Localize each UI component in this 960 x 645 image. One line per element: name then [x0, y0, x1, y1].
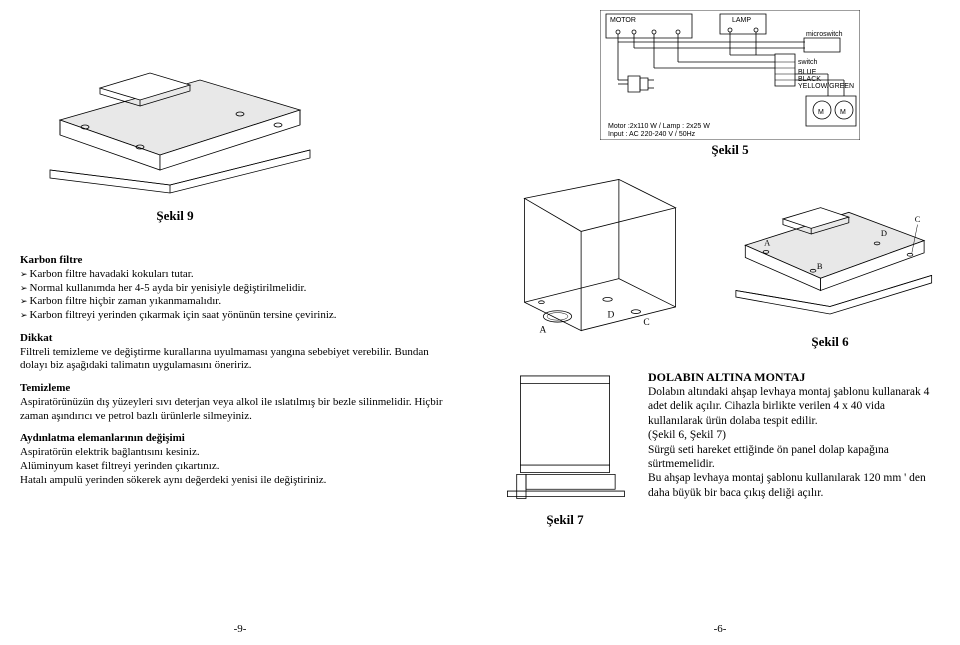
lamp-label: LAMP [732, 17, 751, 24]
figure-9-drawing [30, 30, 320, 200]
hood-iso-drawing: A B D C [720, 170, 940, 330]
figure-6-caption: Şekil 6 [720, 334, 940, 350]
wire-blue: BLUE [798, 69, 817, 76]
switch-label: switch [798, 59, 818, 66]
pt-b: B [817, 261, 823, 271]
aydin-line: Aspiratörün elektrik bağlantısını kesini… [20, 446, 450, 460]
carbon-item: Karbon filtre havadaki kokuları tutar. [20, 268, 450, 282]
temizleme-body: Aspiratörünüzün dış yüzeyleri sıvı deter… [20, 396, 450, 424]
dikkat-body: Filtreli temizleme ve değiştirme kuralla… [20, 346, 450, 374]
figures-row: A D C A B D C Şe [500, 170, 940, 350]
figure-9: Şekil 9 [30, 30, 320, 224]
pt-c: C [915, 214, 921, 224]
wire-yg: YELLOW/GREEN [798, 83, 854, 90]
motor-label: MOTOR [610, 17, 636, 24]
aydin-line: Hatalı ampulü yerinden sökerek aynı değe… [20, 474, 450, 488]
aydin-title: Aydınlatma elemanlarının değişimi [20, 432, 450, 446]
cabinet-point-C: C [643, 318, 649, 328]
left-text-block: Karbon filtre Karbon filtre havadaki kok… [20, 254, 450, 487]
page-number-right: -6- [480, 623, 960, 635]
figure-7: Şekil 7 [500, 370, 630, 528]
m-symbol: M [840, 109, 846, 116]
wiring-diagram: MOTOR LAMP microswitch switch [600, 10, 860, 158]
figure-6-left: A D C [500, 170, 700, 350]
pt-d: D [881, 228, 887, 238]
cabinet-drawing-left: A D C [500, 170, 700, 340]
wire-black: BLACK [798, 76, 821, 83]
page-right: MOTOR LAMP microswitch switch [480, 0, 960, 645]
dikkat-title: Dikkat [20, 332, 450, 346]
install-line: (Şekil 6, Şekil 7) [648, 428, 940, 442]
aydin-line: Alüminyum kaset filtreyi yerinden çıkart… [20, 460, 450, 474]
figure-6-right: A B D C Şekil 6 [720, 170, 940, 350]
carbon-filter-title: Karbon filtre [20, 254, 450, 268]
carbon-item: Karbon filtreyi yerinden çıkarmak için s… [20, 309, 450, 323]
install-line: Sürgü seti hareket ettiğinde ön panel do… [648, 443, 940, 472]
cabinet-section-drawing [500, 370, 630, 510]
microswitch-label: microswitch [806, 31, 843, 38]
wiring-svg: MOTOR LAMP microswitch switch [600, 10, 860, 140]
carbon-item: Karbon filtre hiçbir zaman yıkanmamalıdı… [20, 295, 450, 309]
temizleme-title: Temizleme [20, 382, 450, 396]
install-line: Bu ahşap levhaya montaj şablonu kullanıl… [648, 471, 940, 500]
page-left: Şekil 9 Karbon filtre Karbon filtre hava… [0, 0, 480, 645]
carbon-item: Normal kullanımda her 4-5 ayda bir yenis… [20, 282, 450, 296]
pt-a: A [764, 237, 771, 247]
m-symbol: M [818, 109, 824, 116]
cabinet-point-D: D [608, 310, 615, 320]
figure-5-caption: Şekil 5 [600, 142, 860, 158]
cabinet-point-A: A [540, 325, 547, 335]
install-text: DOLABIN ALTINA MONTAJ Dolabın altındaki … [648, 370, 940, 528]
spec-line: Motor :2x110 W / Lamp : 2x25 W [608, 123, 710, 130]
figure-9-caption: Şekil 9 [30, 208, 320, 224]
figure-7-caption: Şekil 7 [500, 512, 630, 528]
page-number-left: -9- [0, 623, 480, 635]
lower-row: Şekil 7 DOLABIN ALTINA MONTAJ Dolabın al… [500, 370, 940, 528]
install-title: DOLABIN ALTINA MONTAJ [648, 370, 940, 385]
spec-line: Input : AC 220-240 V / 50Hz [608, 131, 696, 138]
install-line: Dolabın altındaki ahşap levhaya montaj ş… [648, 385, 940, 428]
